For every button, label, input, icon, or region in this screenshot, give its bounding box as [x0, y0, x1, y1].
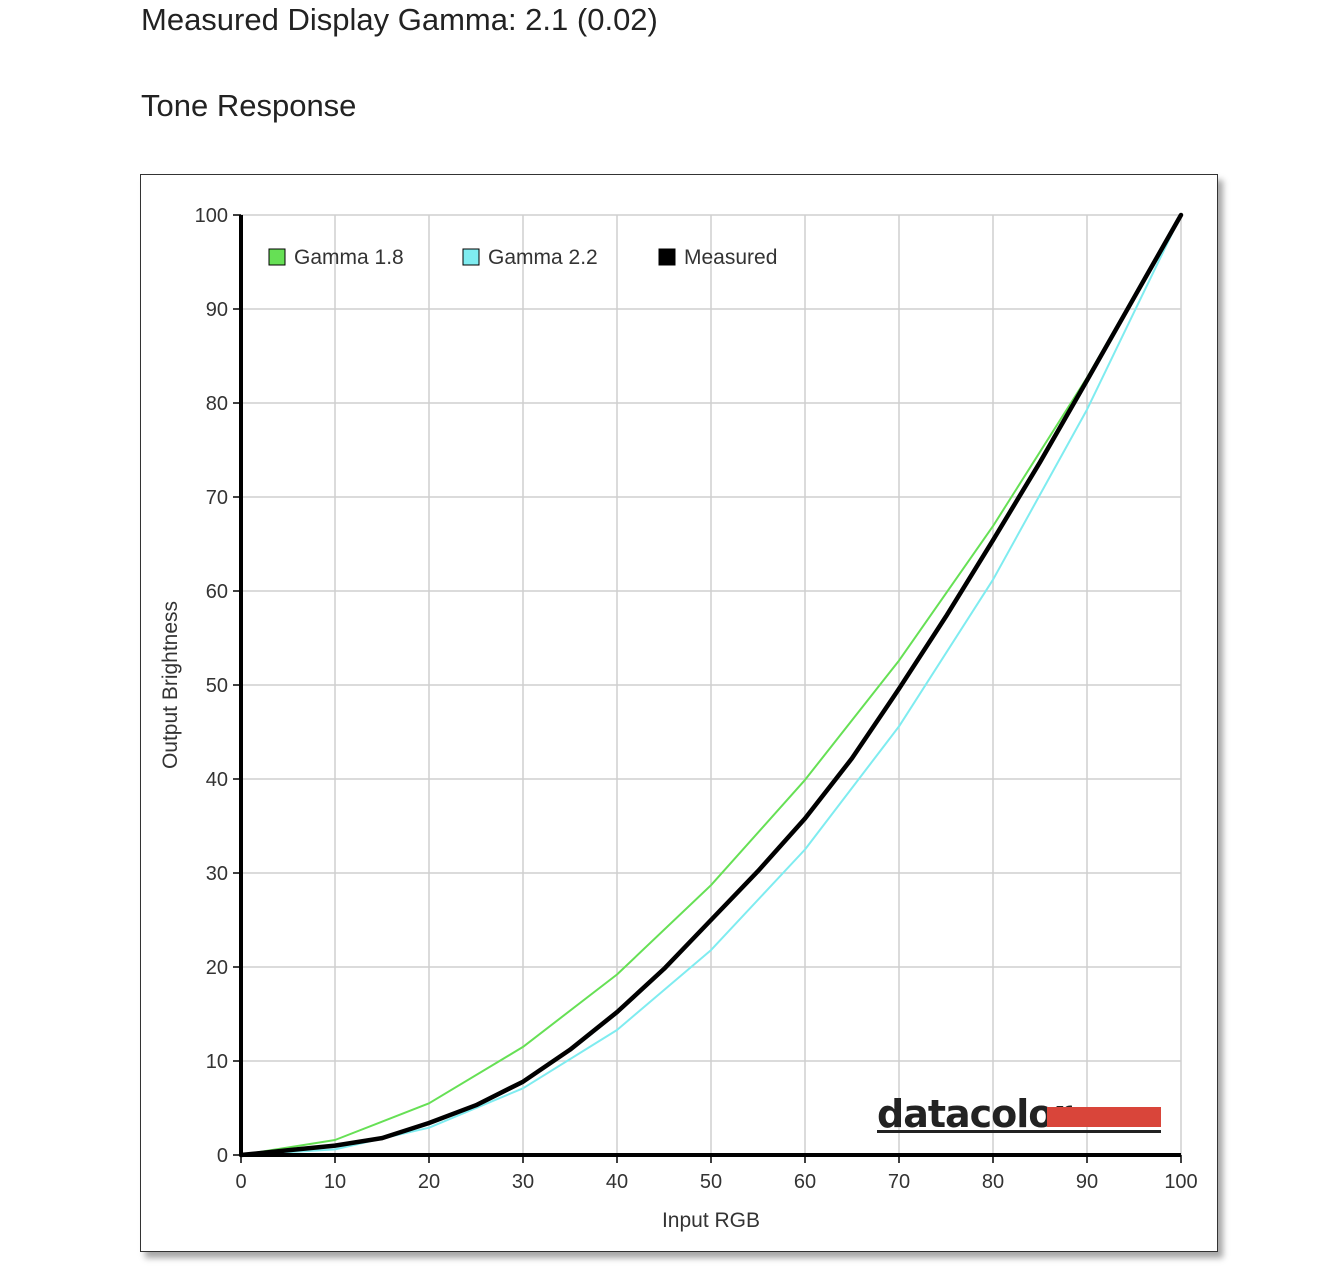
- x-axis-label: Input RGB: [662, 1209, 760, 1232]
- measured-gamma-heading: Measured Display Gamma: 2.1 (0.02): [141, 2, 658, 37]
- x-tick-label: 80: [982, 1171, 1004, 1193]
- series-line-0: [240, 214, 1182, 1156]
- y-tick-label: 10: [206, 1051, 228, 1073]
- logo-underline: [877, 1130, 1161, 1133]
- legend-swatch-2: [658, 248, 676, 266]
- y-tick-label: 60: [206, 581, 228, 603]
- legend-swatch-0: [268, 248, 286, 266]
- legend-label-0: Gamma 1.8: [294, 246, 404, 269]
- y-tick-label: 70: [206, 487, 228, 509]
- y-tick-label: 40: [206, 769, 228, 791]
- logo-bar: [1047, 1107, 1161, 1127]
- logo-text: datacolor: [877, 1092, 1072, 1136]
- x-tick-label: 0: [235, 1171, 246, 1193]
- legend-label-1: Gamma 2.2: [488, 246, 598, 269]
- x-tick-label: 70: [888, 1171, 910, 1193]
- y-axis-label: Output Brightness: [159, 601, 182, 769]
- x-tick-label: 100: [1164, 1171, 1197, 1193]
- grid-lines: [241, 214, 1182, 1155]
- y-tick-label: 0: [217, 1145, 228, 1167]
- y-tick-label: 30: [206, 863, 228, 885]
- axes: [233, 214, 1182, 1163]
- legend-swatch-1: [462, 248, 480, 266]
- y-tick-label: 80: [206, 393, 228, 415]
- y-tick-label: 50: [206, 675, 228, 697]
- tone-response-heading: Tone Response: [141, 88, 357, 123]
- x-tick-label: 90: [1076, 1171, 1098, 1193]
- y-tick-label: 100: [195, 205, 228, 227]
- series-line-2: [238, 212, 1184, 1158]
- legend-label-2: Measured: [684, 246, 777, 269]
- x-tick-label: 50: [700, 1171, 722, 1193]
- x-tick-label: 60: [794, 1171, 816, 1193]
- x-tick-label: 40: [606, 1171, 628, 1193]
- tick-labels: 0 10 20 30 40 50 60 70 80 90 100 0 10 20 30 40 50 60 70 80 9…: [195, 205, 1198, 1193]
- x-tick-label: 30: [512, 1171, 534, 1193]
- chart-panel: 0 10 20 30 40 50 60 70 80 90 100 0 10 20 30 40 50 60 70 80 9…: [140, 174, 1218, 1252]
- series-lines: [238, 212, 1184, 1158]
- x-tick-label: 10: [324, 1171, 346, 1193]
- y-tick-label: 20: [206, 957, 228, 979]
- datacolor-logo: datacolor: [877, 1092, 1161, 1136]
- x-tick-label: 20: [418, 1171, 440, 1193]
- legend: Gamma 1.8 Gamma 2.2 Measured: [268, 246, 777, 269]
- y-tick-label: 90: [206, 299, 228, 321]
- tone-response-chart: 0 10 20 30 40 50 60 70 80 90 100 0 10 20 30 40 50 60 70 80 9…: [159, 205, 1198, 1232]
